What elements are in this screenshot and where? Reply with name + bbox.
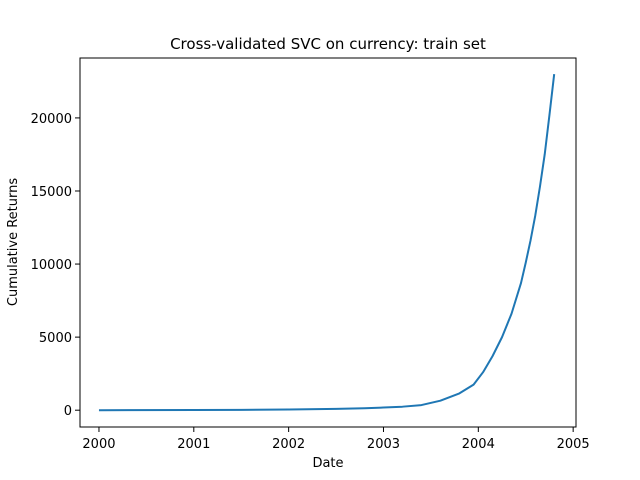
x-axis-label: Date: [312, 456, 343, 471]
x-tick-label: 2001: [177, 437, 210, 452]
y-tick-label: 20000: [31, 112, 72, 127]
y-tick-label: 10000: [31, 258, 72, 273]
x-tick-label: 2002: [272, 437, 305, 452]
chart-title: Cross-validated SVC on currency: train s…: [170, 35, 486, 53]
y-tick-label: 15000: [31, 185, 72, 200]
series-line-0: [98, 73, 556, 412]
y-axis: 0 5000 10000 15000 20000: [31, 112, 80, 419]
x-tick-label: 2003: [367, 437, 400, 452]
x-tick-label: 2005: [557, 437, 590, 452]
x-tick-label: 2000: [82, 437, 115, 452]
x-axis: 2000 2001 2002 2003 2004 2005: [82, 427, 590, 452]
y-tick-label: 5000: [39, 331, 72, 346]
y-tick-label: 0: [64, 404, 72, 419]
x-tick-label: 2004: [462, 437, 495, 452]
plot-frame: [79, 57, 577, 428]
plot-area: [98, 73, 556, 412]
y-axis-label: Cumulative Returns: [6, 178, 21, 306]
